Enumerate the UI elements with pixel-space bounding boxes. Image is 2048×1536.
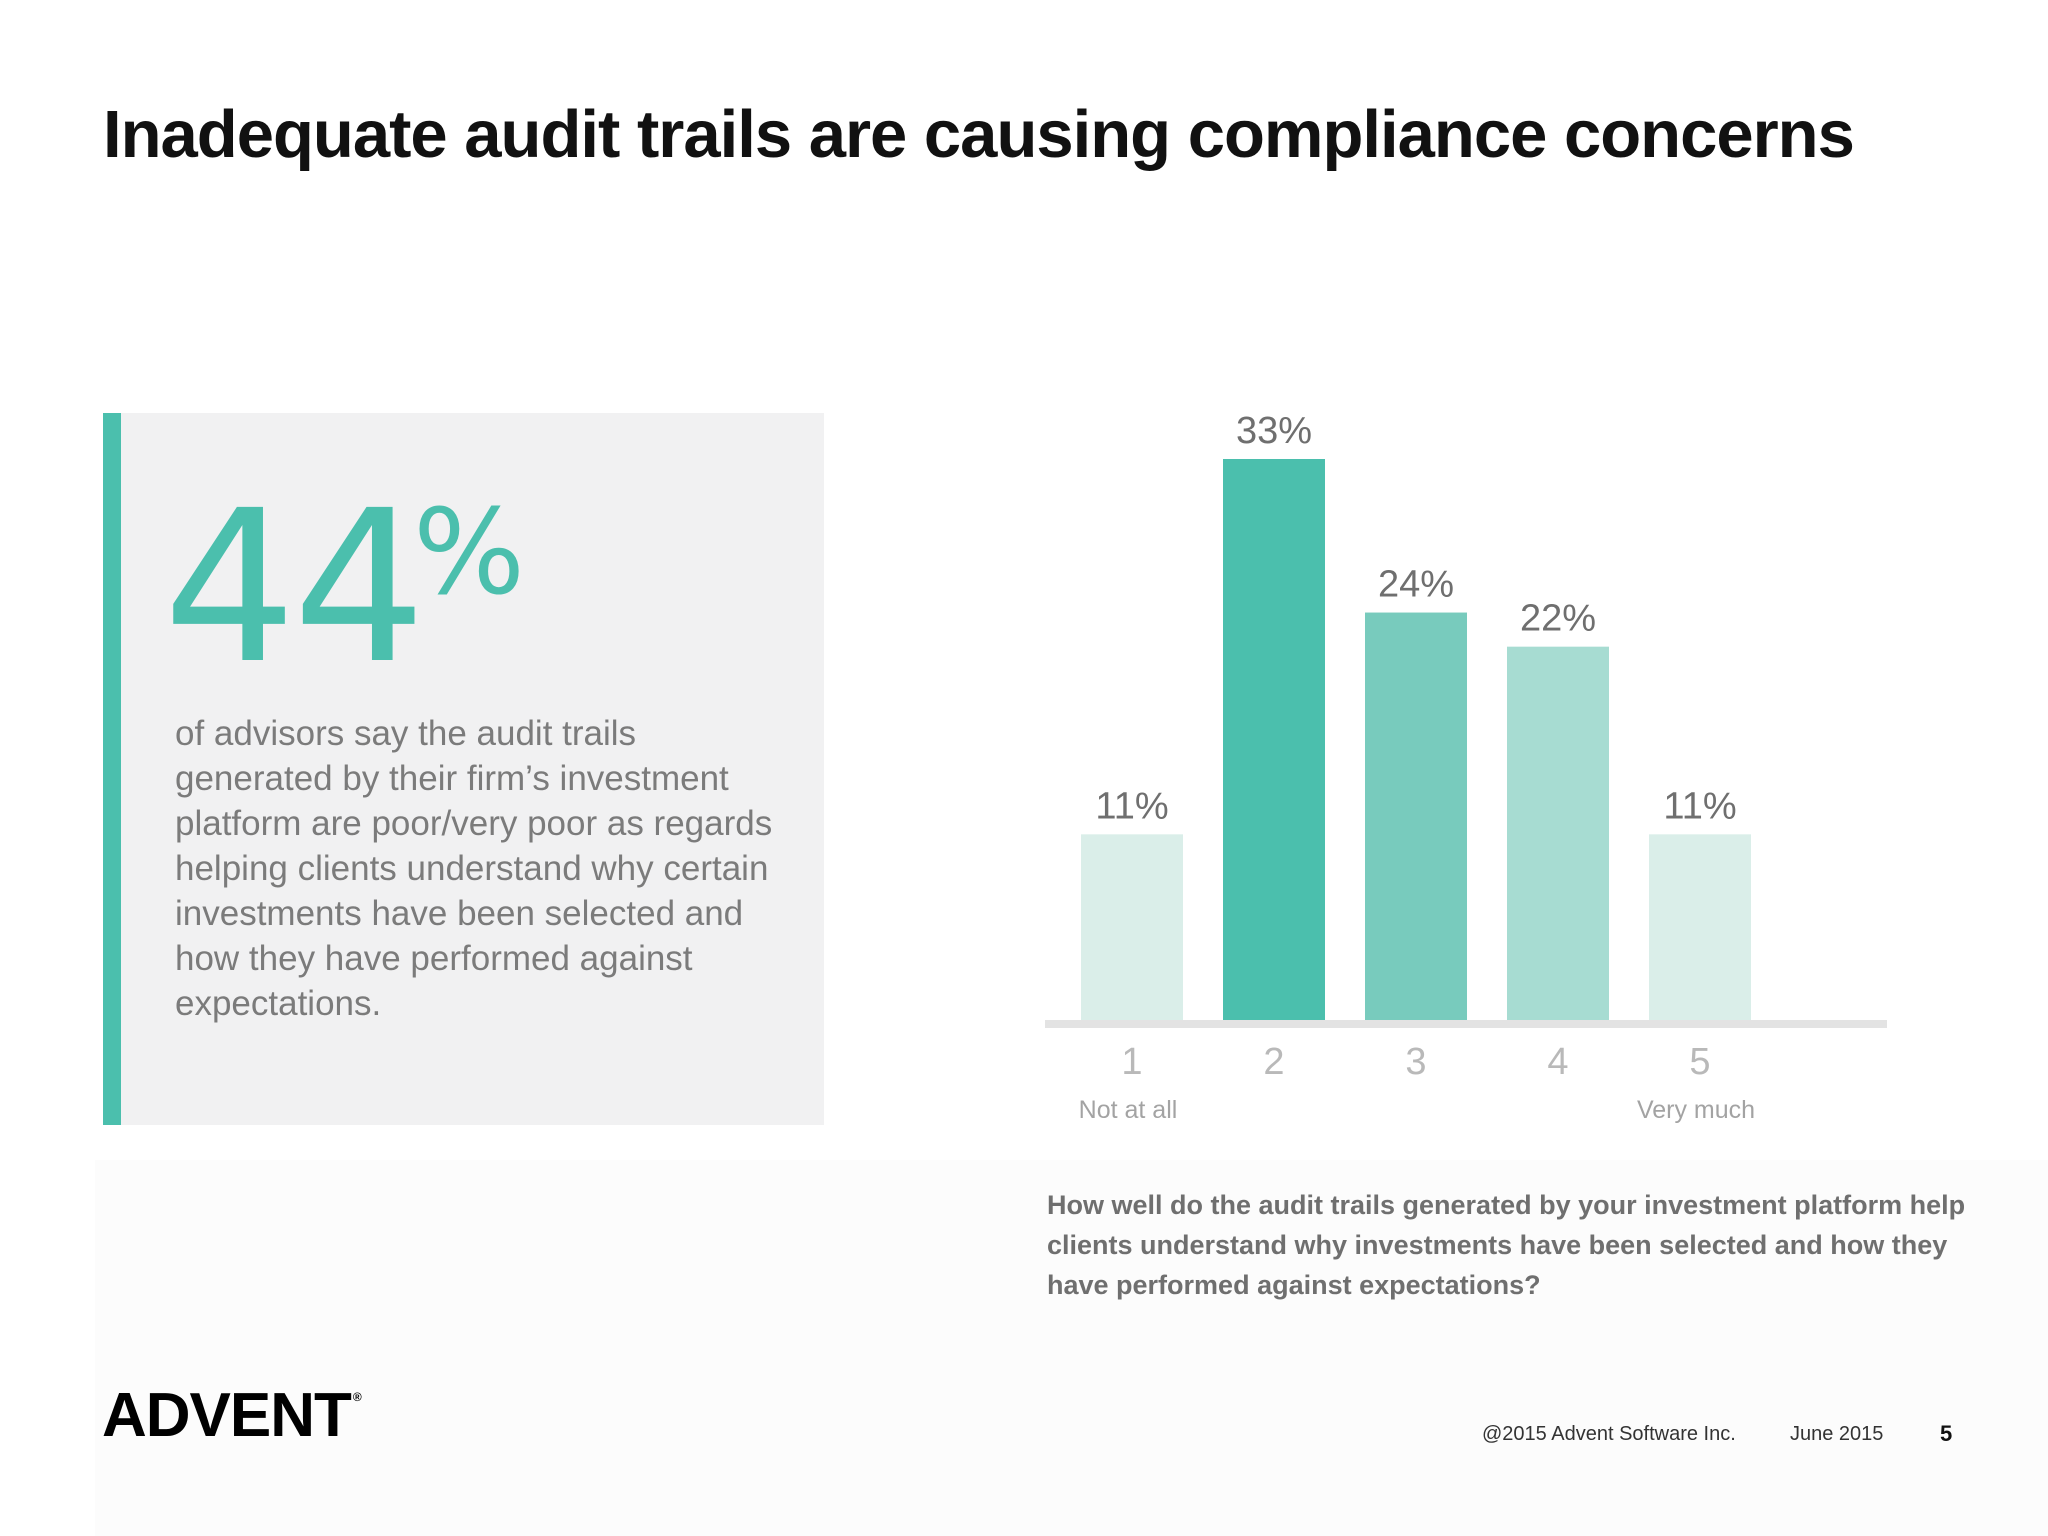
footer-date: June 2015 bbox=[1790, 1423, 1884, 1445]
value-label-5: 11% bbox=[1663, 785, 1736, 827]
bar-5 bbox=[1649, 834, 1751, 1022]
value-label-4: 22% bbox=[1520, 598, 1596, 640]
bar-2 bbox=[1223, 459, 1325, 1022]
footer-background bbox=[95, 1160, 2048, 1536]
stat-description: of advisors say the audit trails generat… bbox=[175, 714, 773, 1023]
stat-accent-bar bbox=[103, 413, 121, 1125]
advent-logo: ADVENT ® bbox=[102, 1385, 362, 1447]
bar-4 bbox=[1507, 646, 1609, 1022]
tick-label-1: 1 bbox=[1121, 1041, 1142, 1083]
tick-label-2: 2 bbox=[1263, 1041, 1284, 1083]
value-label-1: 11% bbox=[1095, 785, 1168, 827]
scale-end-label-1: Not at all bbox=[1079, 1096, 1178, 1124]
bar-1 bbox=[1081, 834, 1183, 1022]
tick-label-4: 4 bbox=[1547, 1041, 1568, 1083]
logo-text: ADVENT bbox=[102, 1381, 352, 1450]
stat-figure: 44 % bbox=[163, 483, 525, 693]
chart-baseline bbox=[1045, 1020, 1887, 1028]
survey-question: How well do the audit trails generated b… bbox=[1047, 1190, 1966, 1300]
chart-bars-group bbox=[1081, 459, 1751, 1022]
registered-mark: ® bbox=[352, 1390, 362, 1404]
value-label-3: 24% bbox=[1378, 564, 1454, 606]
tick-label-3: 3 bbox=[1405, 1041, 1426, 1083]
stat-number: 44 bbox=[163, 465, 426, 710]
value-label-2: 33% bbox=[1236, 410, 1312, 452]
tick-label-5: 5 bbox=[1689, 1041, 1710, 1083]
slide-title: Inadequate audit trails are causing comp… bbox=[103, 97, 1855, 172]
stat-callout-panel: 44 % of advisors say the audit trails ge… bbox=[103, 413, 824, 1125]
bar-3 bbox=[1365, 612, 1467, 1022]
chart-labels-group: 11% 1 Not at all 33% 2 24% 3 22% 4 11% 5 Very much bbox=[1079, 410, 1755, 1124]
stat-percent-sign: % bbox=[413, 483, 526, 621]
page-number: 5 bbox=[1940, 1421, 1953, 1446]
footer-copyright: @2015 Advent Software Inc. bbox=[1482, 1423, 1736, 1445]
scale-end-label-5: Very much bbox=[1637, 1096, 1755, 1124]
